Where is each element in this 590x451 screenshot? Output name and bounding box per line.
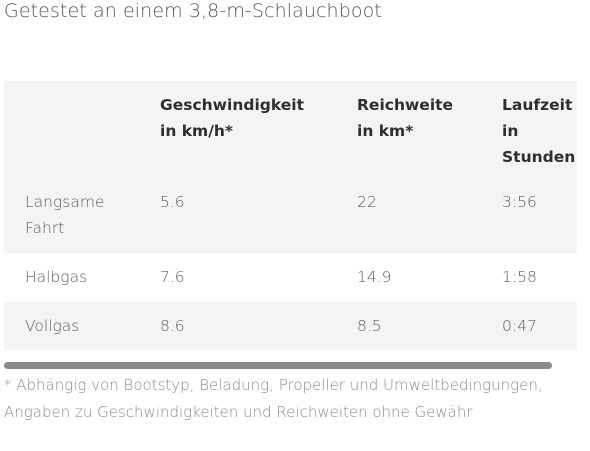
header-range-line-2: in km* — [357, 122, 414, 140]
row-label-line-2: Fahrt — [25, 219, 65, 237]
runtime-cell: 3:56 — [502, 193, 537, 211]
row-label: Langsame Fahrt — [25, 189, 145, 241]
header-range-line-1: Reichweite — [357, 96, 454, 114]
runtime-cell: 0:47 — [502, 317, 537, 335]
table-row: Vollgas 8.6 8.5 0:47 — [4, 302, 577, 350]
table-row: Langsame Fahrt 5.6 22 3:56 — [4, 178, 577, 253]
table-header-row: Geschwindigkeit in km/h* Reichweite in k… — [4, 81, 577, 178]
header-runtime-line-1: Laufzeit — [502, 96, 573, 114]
row-label-line-1: Langsame — [25, 193, 105, 211]
header-speed-line-1: Geschwindigkeit — [160, 96, 304, 114]
speed-cell: 7.6 — [160, 268, 185, 286]
header-range: Reichweite in km* — [357, 92, 487, 144]
header-runtime: Laufzeit in Stunden — [502, 92, 577, 170]
row-label: Halbgas — [25, 268, 88, 286]
header-speed-line-2: in km/h* — [160, 122, 234, 140]
range-cell: 22 — [357, 193, 377, 211]
footnote: * Abhängig von Bootstyp, Beladung, Prope… — [4, 376, 543, 421]
runtime-cell: 1:58 — [502, 268, 537, 286]
header-runtime-line-2: in — [502, 122, 519, 140]
range-cell: 14.9 — [357, 268, 392, 286]
speed-cell: 5.6 — [160, 193, 185, 211]
header-runtime-line-3: Stunden — [502, 148, 576, 166]
table-row: Halbgas 7.6 14.9 1:58 — [4, 253, 577, 302]
comparison-table[interactable]: Geschwindigkeit in km/h* Reichweite in k… — [4, 81, 577, 350]
header-speed: Geschwindigkeit in km/h* — [160, 92, 340, 144]
speed-cell: 8.6 — [160, 317, 185, 335]
range-cell: 8.5 — [357, 317, 382, 335]
row-label: Vollgas — [25, 317, 80, 335]
horizontal-scrollbar[interactable] — [4, 362, 577, 369]
scrollbar-thumb[interactable] — [4, 362, 552, 369]
page-subtitle: Getestet an einem 3,8-m-Schlauchboot — [4, 0, 382, 22]
